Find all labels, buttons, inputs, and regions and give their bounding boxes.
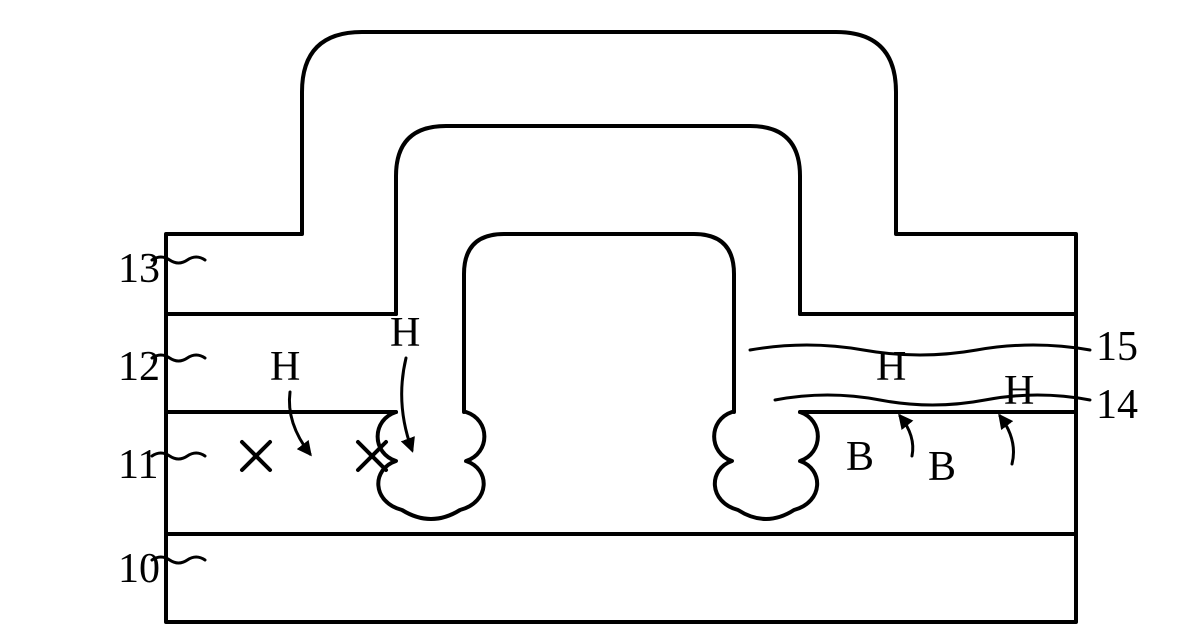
annotation-H: H <box>1004 368 1034 414</box>
annotation-H: H <box>876 344 906 390</box>
label-11-text: 11 <box>118 442 158 488</box>
label-13-text: 13 <box>118 246 160 292</box>
label-12-text: 12 <box>118 344 160 390</box>
label-14-text: 14 <box>1096 382 1138 428</box>
annotation-H: H <box>270 344 300 390</box>
annotation-H: H <box>390 310 420 356</box>
diagram-background <box>0 0 1193 640</box>
annotation-B: B <box>846 434 874 480</box>
label-10-text: 10 <box>118 546 160 592</box>
label-15-text: 15 <box>1096 324 1138 370</box>
annotation-B: B <box>928 444 956 490</box>
